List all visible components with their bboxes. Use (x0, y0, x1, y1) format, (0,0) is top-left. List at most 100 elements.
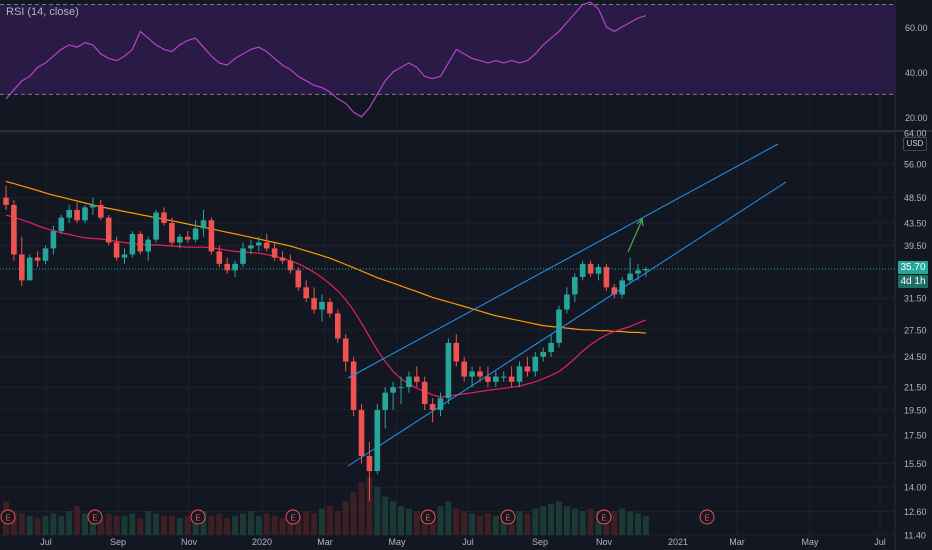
volume-bar (279, 518, 286, 535)
earnings-marker-label: E (290, 514, 295, 523)
earnings-marker-label: E (195, 514, 200, 523)
time-tick-label: Sep (110, 537, 126, 547)
volume-bar (477, 515, 483, 535)
time-tick-label: 2021 (668, 537, 688, 547)
arrow-head (636, 217, 644, 227)
candle-body (572, 276, 578, 295)
candle-body (177, 236, 183, 243)
volume-bar (556, 501, 562, 535)
volume-bar (145, 511, 152, 535)
earnings-marker-label: E (425, 514, 430, 523)
channel-lower-line (347, 181, 787, 467)
volume-bar (105, 513, 112, 535)
volume-bar (184, 515, 191, 535)
volume-bar (74, 506, 81, 535)
earnings-marker-circle (500, 509, 516, 525)
volume-bar (271, 515, 278, 535)
earnings-marker-label: E (704, 514, 709, 523)
volume-bar (216, 513, 223, 535)
volume-bar (548, 503, 555, 535)
volume-bar (121, 515, 128, 535)
price-axis[interactable]: 64.00 56.00 48.50 43.50 39.50 31.50 27.50 24.50… (904, 129, 927, 541)
time-tick-label: 2020 (252, 537, 272, 547)
candle-body (161, 212, 167, 223)
volume-bar (579, 511, 586, 535)
volume-bar (82, 513, 88, 535)
candle-body (311, 298, 317, 310)
price-tick-label: 19.50 (904, 405, 927, 415)
candle-body (366, 456, 373, 472)
candle-body (303, 287, 309, 299)
moving-averages (5, 180, 647, 398)
candle-body (58, 217, 65, 232)
volume-bar (50, 513, 57, 535)
channel-upper-line (347, 143, 779, 379)
candle-body (279, 257, 286, 261)
candle-body (587, 263, 594, 274)
candle-body (319, 301, 325, 310)
candle-body (287, 260, 294, 271)
volume-bar (453, 508, 460, 535)
candle-body (42, 248, 49, 261)
volume-bar (66, 511, 73, 535)
price-tick-label: 43.50 (904, 218, 927, 228)
earnings-marker-circle (0, 509, 16, 525)
candle-body (50, 231, 57, 249)
trend-channel-drawings[interactable] (347, 143, 787, 467)
price-tick-label: 64.00 (904, 129, 927, 139)
time-axis[interactable]: Jul Sep Nov 2020 Mar May Jul Sep Nov 2021 Mar May Ju… (40, 537, 886, 547)
candle-body (34, 257, 41, 261)
candle-body (406, 376, 412, 388)
volume-bars (3, 477, 649, 535)
volume-bar (635, 513, 641, 535)
volume-bar (382, 496, 389, 535)
price-tick-label: 24.50 (904, 352, 927, 362)
candle-body (184, 236, 191, 240)
volume-bar (374, 487, 381, 535)
bar-countdown-tag: 4d 1h (898, 275, 928, 288)
volume-bar (295, 515, 302, 535)
currency-label[interactable]: USD (903, 137, 927, 151)
candle-body (414, 376, 420, 382)
volume-bar (97, 518, 104, 535)
candle-body (524, 366, 531, 372)
candle-body (477, 371, 483, 377)
rsi-band-fill (0, 4, 895, 95)
volume-bar (42, 515, 49, 535)
candle-body (74, 209, 80, 221)
candle-body (358, 409, 365, 457)
volume-bar (176, 518, 183, 535)
volume-bar (350, 491, 357, 535)
price-tick-label: 31.50 (904, 294, 927, 304)
volume-bar (232, 515, 239, 535)
rsi-indicator-label[interactable]: RSI (14, close) (6, 6, 79, 18)
candle-body (643, 269, 649, 271)
volume-bar (255, 515, 262, 535)
candle-body (532, 356, 539, 372)
volume-bar (334, 511, 341, 535)
candle-body (248, 245, 254, 249)
volume-bar (492, 515, 499, 535)
price-tick-label: 21.50 (904, 383, 927, 393)
volume-bar (484, 513, 491, 535)
candle-body (26, 257, 33, 281)
candle-body (429, 404, 436, 410)
candle-body (200, 220, 207, 229)
candle-body (129, 233, 136, 255)
time-tick-label: Mar (729, 537, 745, 547)
candle-body (137, 233, 144, 252)
rsi-panel[interactable]: 60.00 40.00 20.00 (0, 1, 928, 123)
time-tick-label: Mar (317, 537, 333, 547)
volume-bar (587, 508, 594, 535)
volume-bar (303, 511, 310, 535)
rsi-line (5, 1, 647, 118)
price-candles[interactable] (0, 185, 895, 501)
volume-bar (627, 511, 634, 535)
candle-body (295, 270, 302, 288)
volume-bar (500, 513, 507, 535)
volume-bar (287, 513, 294, 535)
candle-body (421, 381, 428, 405)
volume-bar (516, 511, 523, 535)
